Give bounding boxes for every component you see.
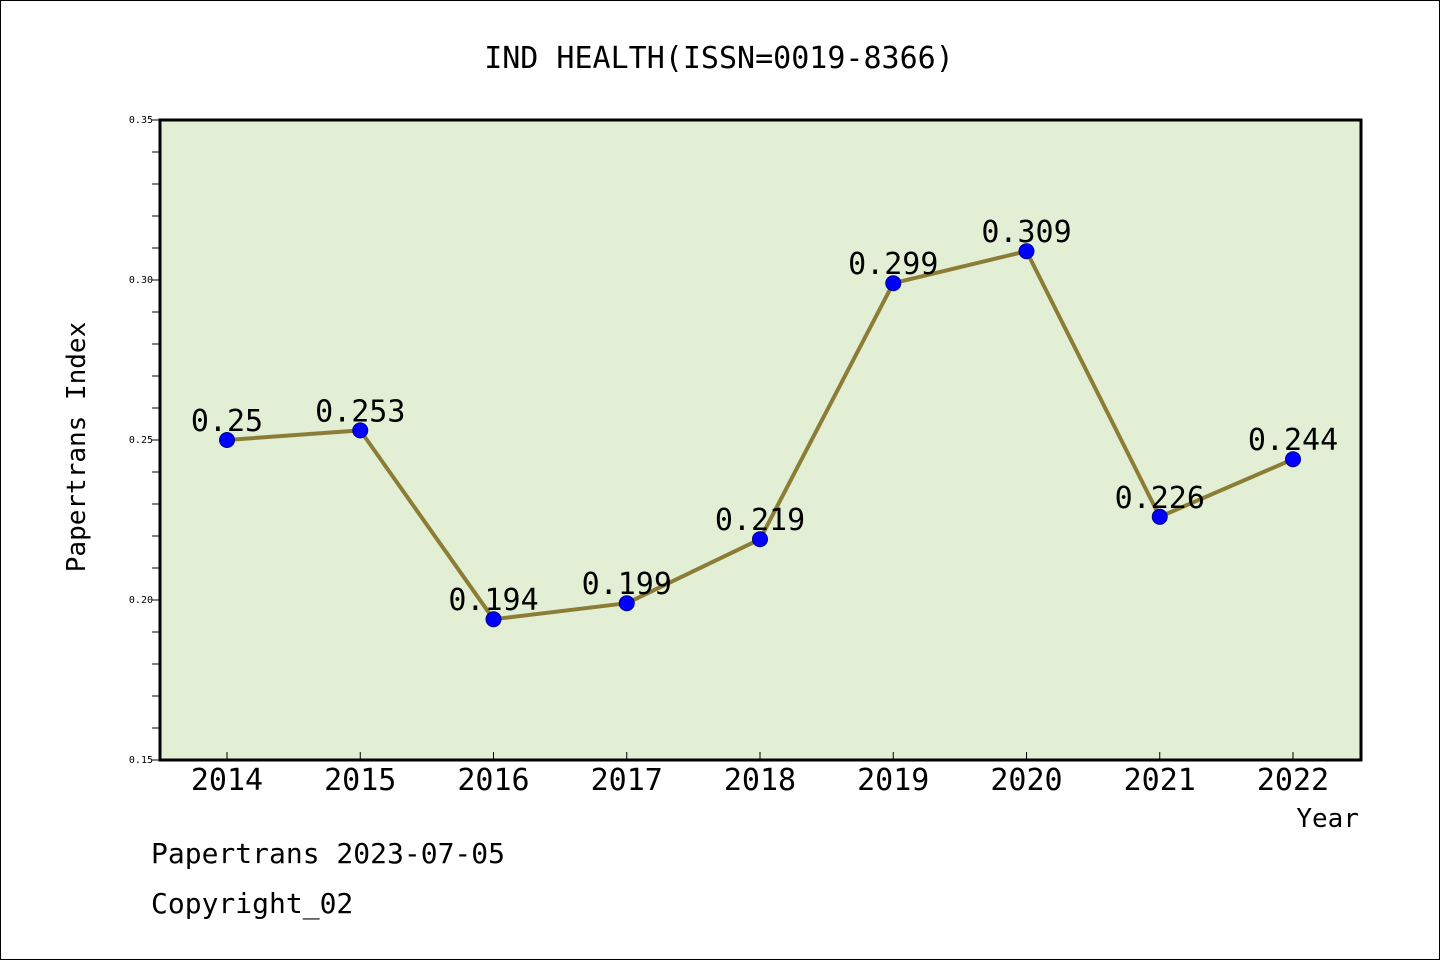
x-tick-label: 2020 [990,763,1062,798]
data-point [485,611,502,628]
x-tick-label: 2022 [1257,763,1329,798]
data-label: 0.219 [715,503,805,538]
data-label: 0.309 [981,215,1071,250]
data-label: 0.25 [191,404,263,439]
footer-copyright: Copyright_02 [151,887,354,920]
x-tick-label: 2017 [591,763,663,798]
y-tick-label: 0.15 [129,755,153,766]
data-labels: 0.25 0.253 0.194 0.199 0.219 0.299 0.309 0.226 0… [191,215,1338,618]
data-point [352,422,369,439]
x-tick-label: 2021 [1124,763,1196,798]
data-markers [219,243,1301,628]
x-tick-label: 2018 [724,763,796,798]
y-axis-label: Papertrans Index [62,322,92,572]
data-label: 0.253 [315,394,405,429]
data-label: 0.299 [848,247,938,282]
x-axis-ticks: 2014 2015 2016 2017 2018 2019 2020 2021 2022 [191,752,1329,798]
plot-area [160,120,1361,760]
data-label: 0.194 [448,583,538,618]
x-axis-label: Year [1296,804,1359,834]
y-tick-label: 0.30 [129,275,153,286]
data-point [752,531,768,548]
x-tick-label: 2015 [324,763,396,798]
data-label: 0.199 [582,567,672,602]
y-tick-label: 0.35 [129,115,153,126]
x-tick-label: 2016 [457,763,529,798]
data-point [1018,243,1035,260]
data-point [1285,451,1301,468]
y-axis-ticks: 0.15 0.20 0.25 0.30 0.35 [129,115,160,766]
y-tick-label: 0.20 [129,595,153,606]
data-label: 0.226 [1115,481,1205,516]
data-point [1151,508,1168,525]
data-label: 0.244 [1248,423,1338,458]
x-tick-label: 2019 [857,763,929,798]
chart-title: IND HEALTH(ISSN=0019-8366) [484,41,954,76]
y-tick-label: 0.25 [129,435,153,446]
data-point [219,432,235,448]
x-tick-label: 2014 [191,763,263,798]
plot-border [158,118,1363,762]
data-point [618,595,635,612]
data-point [885,275,902,292]
footer-source: Papertrans 2023-07-05 [151,837,506,870]
